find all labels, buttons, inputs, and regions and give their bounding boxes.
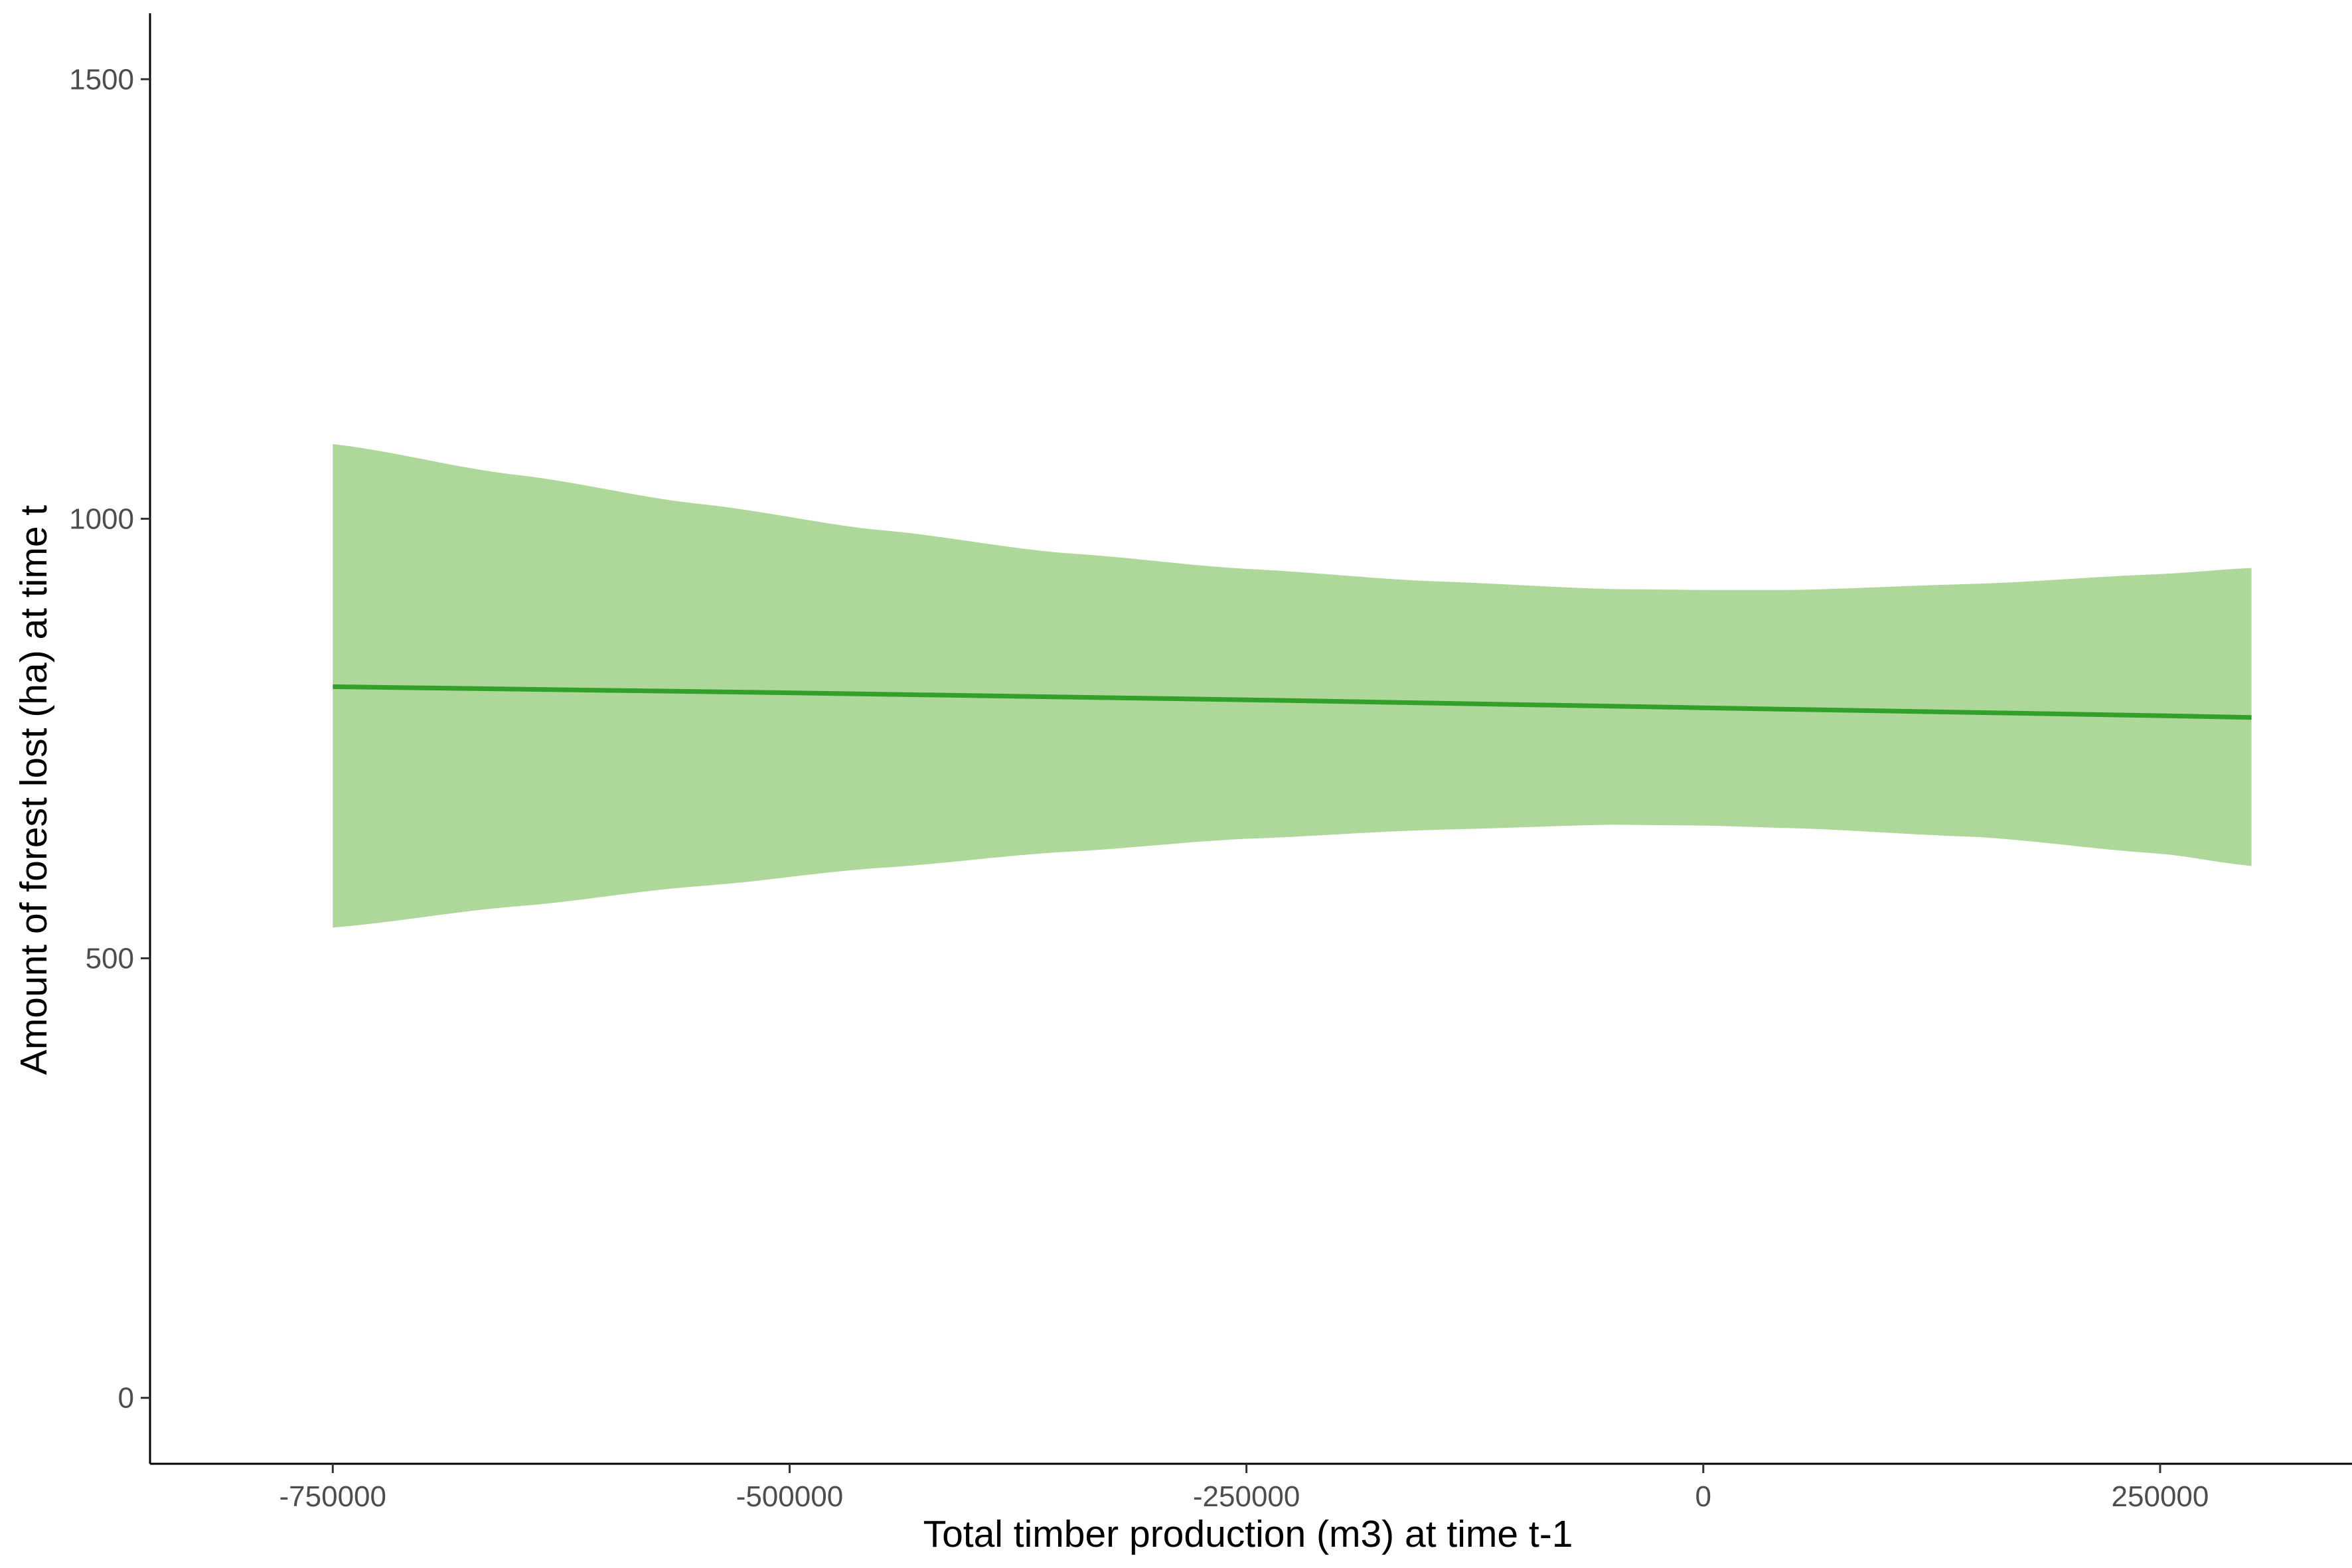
x-tick-label: -750000 [279,1480,386,1513]
x-tick-label: 0 [1695,1480,1711,1513]
x-tick-label: -500000 [736,1480,843,1513]
y-axis-title: Amount of forest lost (ha) at time t [13,505,55,1075]
y-tick-label: 1000 [69,503,134,535]
tick-labels: -750000 -500000 -250000 0 250000 0 500 1000 1500 [69,63,2209,1513]
fit-line [333,684,2252,720]
confidence-band [333,443,2252,928]
confidence-band-layer [333,443,2252,928]
y-tick-label: 500 [86,943,134,975]
fit-line-layer [333,684,2252,720]
x-tick-label: 250000 [2112,1480,2209,1513]
x-tick-label: -250000 [1193,1480,1300,1513]
tick-marks [141,78,2161,1473]
axes [149,13,2352,1465]
y-tick-label: 1500 [69,63,134,96]
x-axis-title: Total timber production (m3) at time t-1 [923,1513,1573,1555]
y-tick-label: 0 [118,1382,134,1415]
